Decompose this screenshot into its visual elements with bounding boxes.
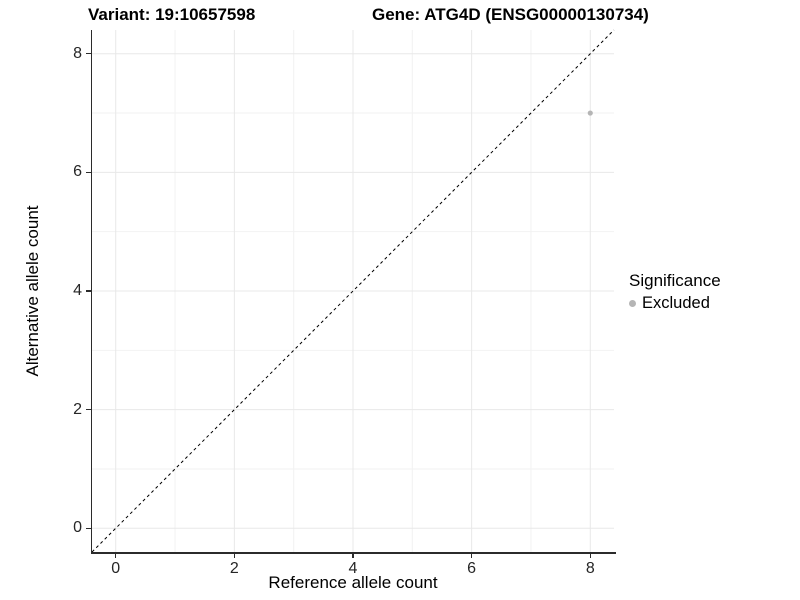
data-point bbox=[587, 110, 593, 116]
x-tick-mark bbox=[589, 553, 592, 558]
x-tick-mark bbox=[114, 553, 117, 558]
x-tick-label: 8 bbox=[585, 560, 595, 577]
legend-item-excluded: Excluded bbox=[629, 294, 721, 313]
plot-title-variant: Variant: 19:10657598 bbox=[88, 5, 256, 24]
y-tick-label: 0 bbox=[73, 519, 82, 537]
plot-panel bbox=[91, 29, 615, 553]
y-tick-mark bbox=[86, 408, 91, 411]
plot-canvas bbox=[91, 29, 615, 553]
x-tick-mark bbox=[233, 553, 236, 558]
y-tick-label: 4 bbox=[73, 282, 82, 299]
y-tick-mark bbox=[86, 171, 91, 174]
y-axis-line bbox=[90, 30, 92, 554]
legend: Significance Excluded bbox=[629, 271, 721, 313]
y-tick-mark bbox=[86, 52, 91, 55]
plot-title-gene: Gene: ATG4D (ENSG00000130734) bbox=[372, 5, 649, 24]
y-tick-label: 2 bbox=[73, 400, 82, 418]
x-tick-mark bbox=[470, 553, 473, 558]
y-tick-label: 6 bbox=[73, 163, 82, 181]
x-tick-label: 0 bbox=[111, 560, 121, 577]
y-tick-label: 8 bbox=[73, 44, 82, 62]
legend-item-label: Excluded bbox=[642, 294, 710, 312]
y-axis-title: Alternative allele count bbox=[23, 205, 42, 377]
x-tick-mark bbox=[352, 553, 354, 558]
y-tick-mark bbox=[86, 290, 91, 292]
x-axis-line bbox=[90, 552, 616, 554]
x-tick-label: 4 bbox=[348, 560, 358, 577]
y-tick-mark bbox=[86, 527, 91, 530]
x-tick-label: 6 bbox=[467, 560, 477, 577]
excluded-point-icon bbox=[629, 300, 636, 307]
x-axis-title: Reference allele count bbox=[268, 573, 438, 592]
x-tick-label: 2 bbox=[229, 560, 239, 577]
legend-title: Significance bbox=[629, 271, 721, 290]
